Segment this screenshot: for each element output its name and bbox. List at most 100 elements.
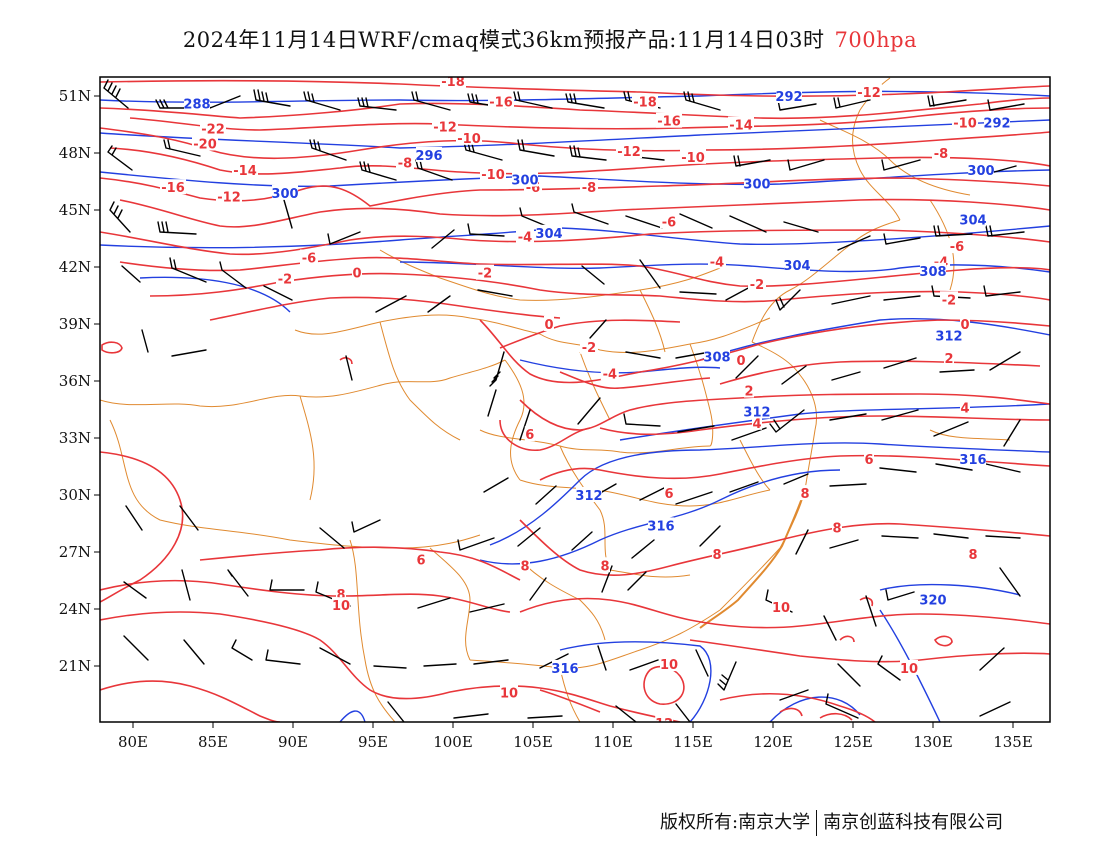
temperature-label-bg — [232, 162, 258, 178]
height-label: 296 — [415, 149, 442, 164]
height-label: 308 — [703, 350, 730, 365]
temperature-label-bg — [544, 316, 554, 331]
temperature-label-bg — [580, 338, 598, 354]
temperature-label: 2 — [744, 385, 753, 400]
temperature-label: 8 — [712, 548, 721, 563]
map-frame — [99, 76, 1051, 723]
temperature-label-bg — [968, 545, 978, 561]
temperature-label-bg — [832, 519, 842, 535]
footer: 版权所有:南京大学 南京创蓝科技有限公司 — [660, 808, 1003, 836]
temperature-label-bg — [728, 116, 754, 132]
temperature-label: 12 — [655, 717, 673, 732]
height-label: 316 — [959, 453, 986, 468]
temperature-label: -2 — [278, 272, 292, 287]
lat-tick-label: 33N — [59, 429, 91, 447]
temperature-label: 0 — [960, 318, 969, 333]
wind-barbs — [103, 79, 1025, 722]
temperature-label-bg — [948, 238, 966, 254]
temperature-label-bg — [772, 599, 790, 615]
height-label-bg — [704, 348, 730, 364]
copyright-text: 版权所有:南京大学 — [660, 812, 811, 833]
temperature-label: -8 — [398, 157, 412, 172]
temperature-label-bg — [396, 154, 414, 170]
height-label-bg — [784, 257, 810, 273]
temperature-label-bg — [944, 350, 954, 366]
height-label-bg — [648, 517, 674, 533]
height-label: 320 — [919, 594, 946, 609]
temperature-label: -16 — [657, 115, 681, 130]
temperature-label-bg — [736, 352, 746, 368]
temperature-label: -2 — [750, 278, 764, 293]
footer-separator — [816, 810, 818, 836]
temperature-label: 6 — [416, 554, 425, 569]
lat-tick-label: 30N — [59, 486, 91, 504]
temperature-label-bg — [800, 485, 810, 501]
temperature-label: -2 — [942, 293, 956, 308]
temperature-label: -2 — [478, 267, 492, 282]
temperature-label: -12 — [857, 86, 881, 101]
temperature-label-bg — [332, 597, 350, 613]
lat-tick-label: 42N — [59, 258, 91, 276]
height-label-bg — [960, 211, 986, 227]
title-main: 2024年11月14日WRF/cmaq模式36km预报产品:11月14日03时 — [182, 28, 825, 52]
temperature-label: 8 — [336, 588, 345, 603]
temperature-label: -10 — [457, 132, 481, 147]
height-label: 312 — [575, 489, 602, 504]
temperature-label: 10 — [332, 599, 350, 614]
temperature-label: 2 — [944, 352, 953, 367]
temperature-label-bg — [500, 684, 518, 700]
temperature-label: 6 — [864, 453, 873, 468]
temperature-label: -14 — [233, 164, 257, 179]
temperature-label: -12 — [217, 191, 241, 206]
title-level: 700hpa — [834, 28, 918, 52]
temperature-label-bg — [932, 145, 950, 160]
lon-tick-label: 135E — [993, 733, 1033, 751]
height-label: 304 — [535, 227, 562, 242]
height-label-bg — [744, 403, 770, 419]
temperature-label-bg — [600, 557, 610, 573]
temperature-contours — [100, 79, 1050, 722]
temperature-label-bg — [336, 585, 346, 601]
height-label: 316 — [551, 662, 578, 677]
temperature-label: -8 — [934, 147, 948, 162]
temperature-label-bg — [276, 270, 294, 286]
height-label-bg — [272, 184, 298, 200]
temperature-label-bg — [744, 382, 754, 398]
temperature-label: 8 — [600, 559, 609, 574]
temperature-label: 0 — [736, 354, 745, 369]
temperature-label-bg — [520, 557, 530, 573]
lon-tick-label: 105E — [513, 733, 553, 751]
lat-tick-label: 48N — [59, 144, 91, 162]
temperature-label: -12 — [617, 145, 641, 160]
temperature-label: 0 — [544, 318, 553, 333]
temperature-label: -18 — [441, 75, 465, 90]
temperature-label: 8 — [832, 521, 841, 536]
temperature-label-bg — [160, 179, 186, 195]
temperature-label: -6 — [662, 215, 676, 230]
temperature-label: -14 — [729, 119, 753, 134]
temperature-label-bg — [200, 120, 226, 136]
temperature-label-bg — [352, 264, 362, 280]
temperature-label-bg — [655, 715, 674, 722]
temperature-label: -10 — [953, 117, 977, 132]
height-label: 300 — [271, 187, 298, 202]
height-label: 308 — [919, 265, 946, 280]
temperature-label-bg — [524, 426, 535, 442]
height-label: 292 — [983, 117, 1010, 132]
temperature-label-bg — [432, 118, 458, 134]
temperature-label: -12 — [433, 120, 457, 135]
temperature-label: 8 — [968, 548, 977, 563]
temperature-label: -8 — [582, 181, 596, 196]
height-label: 292 — [775, 90, 802, 105]
height-label-bg — [776, 88, 802, 103]
company-name: 南京创蓝科技有限公司 — [823, 812, 1004, 833]
temperature-label-bg — [440, 77, 466, 88]
temperature-label: 8 — [800, 487, 809, 502]
height-label: 312 — [743, 405, 770, 420]
lat-tick-label: 45N — [59, 201, 91, 219]
temperature-label-bg — [900, 659, 918, 675]
lon-tick-label: 100E — [433, 733, 473, 751]
lon-tick-label: 80E — [118, 733, 148, 751]
temperature-label-bg — [712, 545, 722, 561]
